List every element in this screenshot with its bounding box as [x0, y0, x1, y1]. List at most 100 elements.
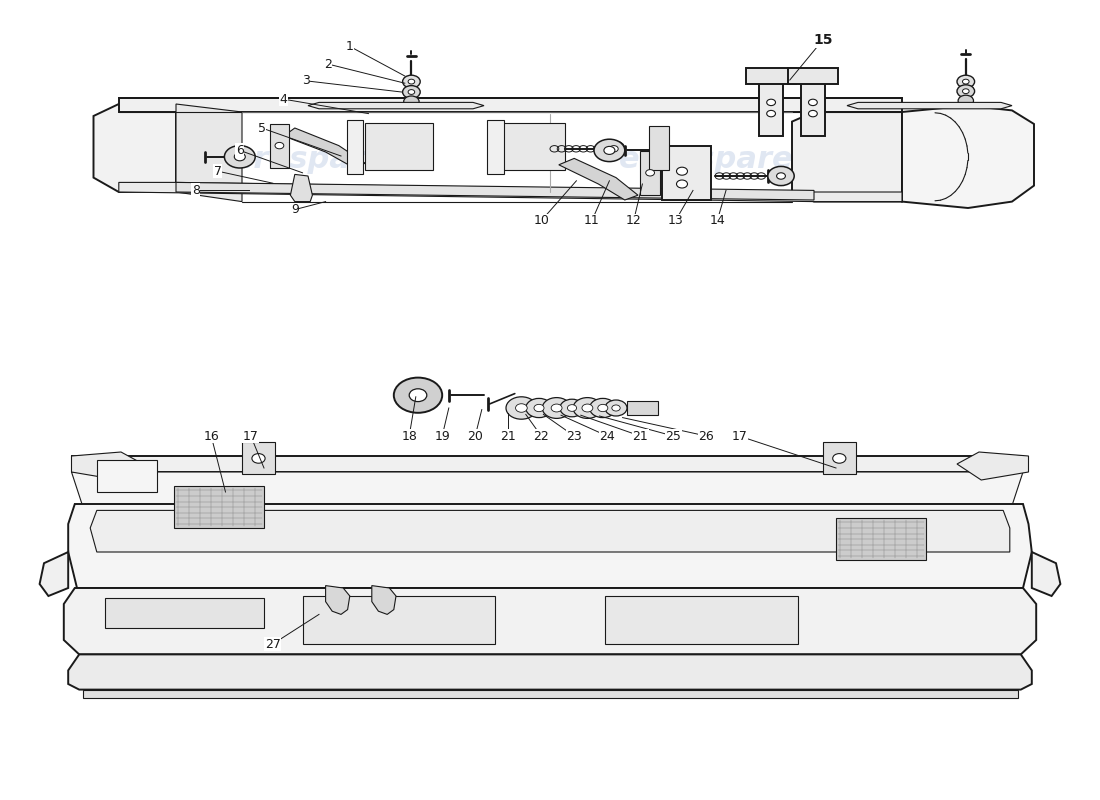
- Polygon shape: [72, 472, 1023, 506]
- Text: eurospares: eurospares: [618, 146, 812, 174]
- Circle shape: [604, 146, 615, 154]
- Text: 12: 12: [626, 214, 641, 227]
- Polygon shape: [290, 174, 312, 202]
- Bar: [302, 596, 495, 644]
- Text: 21: 21: [500, 430, 516, 442]
- Circle shape: [403, 86, 420, 98]
- Circle shape: [408, 90, 415, 94]
- Polygon shape: [559, 158, 638, 200]
- Circle shape: [768, 166, 794, 186]
- Polygon shape: [957, 452, 1028, 480]
- Bar: [365, 123, 433, 170]
- Text: 20: 20: [468, 430, 483, 442]
- Circle shape: [676, 167, 688, 175]
- Circle shape: [403, 75, 420, 88]
- Polygon shape: [372, 586, 396, 614]
- Text: 5: 5: [257, 122, 266, 134]
- Bar: [497, 123, 565, 170]
- Circle shape: [409, 389, 427, 402]
- Text: 27: 27: [265, 638, 280, 650]
- Text: 17: 17: [243, 430, 258, 442]
- Circle shape: [224, 146, 255, 168]
- Bar: [97, 460, 157, 492]
- Circle shape: [767, 99, 775, 106]
- Bar: [823, 442, 856, 474]
- Bar: [487, 120, 504, 174]
- Polygon shape: [90, 510, 1010, 552]
- Bar: [627, 401, 658, 415]
- Bar: [346, 120, 363, 174]
- Bar: [759, 78, 783, 136]
- Polygon shape: [68, 654, 1032, 690]
- Circle shape: [404, 96, 419, 107]
- Circle shape: [808, 110, 817, 117]
- Text: 14: 14: [710, 214, 725, 227]
- Text: 22: 22: [534, 430, 549, 442]
- Circle shape: [767, 110, 775, 117]
- Text: 4: 4: [279, 93, 288, 106]
- Circle shape: [252, 454, 265, 463]
- Text: 24: 24: [600, 430, 615, 442]
- Polygon shape: [72, 452, 143, 480]
- Bar: [270, 124, 289, 168]
- Circle shape: [568, 405, 576, 411]
- Circle shape: [534, 404, 544, 412]
- Circle shape: [958, 95, 974, 106]
- Circle shape: [526, 398, 552, 418]
- Polygon shape: [72, 456, 1023, 472]
- Text: eurospares: eurospares: [211, 146, 405, 174]
- Polygon shape: [284, 128, 365, 168]
- Polygon shape: [176, 182, 814, 200]
- Polygon shape: [326, 586, 350, 614]
- Text: 26: 26: [698, 430, 714, 442]
- Circle shape: [957, 75, 975, 88]
- Circle shape: [275, 142, 284, 149]
- Bar: [605, 596, 797, 644]
- Circle shape: [542, 398, 571, 418]
- Text: 1: 1: [345, 40, 354, 53]
- Circle shape: [516, 404, 527, 412]
- Circle shape: [957, 85, 975, 98]
- Polygon shape: [902, 106, 1034, 208]
- Circle shape: [833, 454, 846, 463]
- Polygon shape: [174, 486, 264, 528]
- Text: 21: 21: [632, 430, 648, 442]
- Bar: [801, 78, 825, 136]
- Text: 6: 6: [235, 144, 244, 157]
- Circle shape: [603, 141, 625, 157]
- Circle shape: [962, 89, 969, 94]
- Text: 11: 11: [584, 214, 600, 227]
- Polygon shape: [119, 98, 902, 112]
- Circle shape: [777, 173, 785, 179]
- Circle shape: [605, 400, 627, 416]
- Circle shape: [676, 180, 688, 188]
- Circle shape: [573, 398, 602, 418]
- Text: 7: 7: [213, 165, 222, 178]
- Circle shape: [234, 153, 245, 161]
- Polygon shape: [82, 690, 1018, 698]
- Circle shape: [551, 404, 562, 412]
- Text: 10: 10: [534, 214, 549, 227]
- Text: eurospares: eurospares: [211, 498, 405, 526]
- Bar: [746, 68, 796, 84]
- Text: 2: 2: [323, 58, 332, 70]
- Text: 18: 18: [402, 430, 417, 442]
- Bar: [104, 598, 264, 628]
- Polygon shape: [836, 518, 926, 560]
- Circle shape: [597, 404, 608, 412]
- Text: 16: 16: [204, 430, 219, 442]
- Text: 17: 17: [732, 430, 747, 442]
- Bar: [242, 442, 275, 474]
- Polygon shape: [847, 102, 1012, 109]
- Text: 25: 25: [666, 430, 681, 442]
- Circle shape: [962, 79, 969, 84]
- Polygon shape: [308, 102, 484, 109]
- Circle shape: [506, 397, 537, 419]
- Circle shape: [582, 404, 593, 412]
- Text: 8: 8: [191, 184, 200, 197]
- Polygon shape: [119, 182, 902, 202]
- Polygon shape: [792, 112, 902, 202]
- Circle shape: [609, 146, 618, 152]
- Text: 15: 15: [813, 33, 833, 47]
- Circle shape: [590, 398, 616, 418]
